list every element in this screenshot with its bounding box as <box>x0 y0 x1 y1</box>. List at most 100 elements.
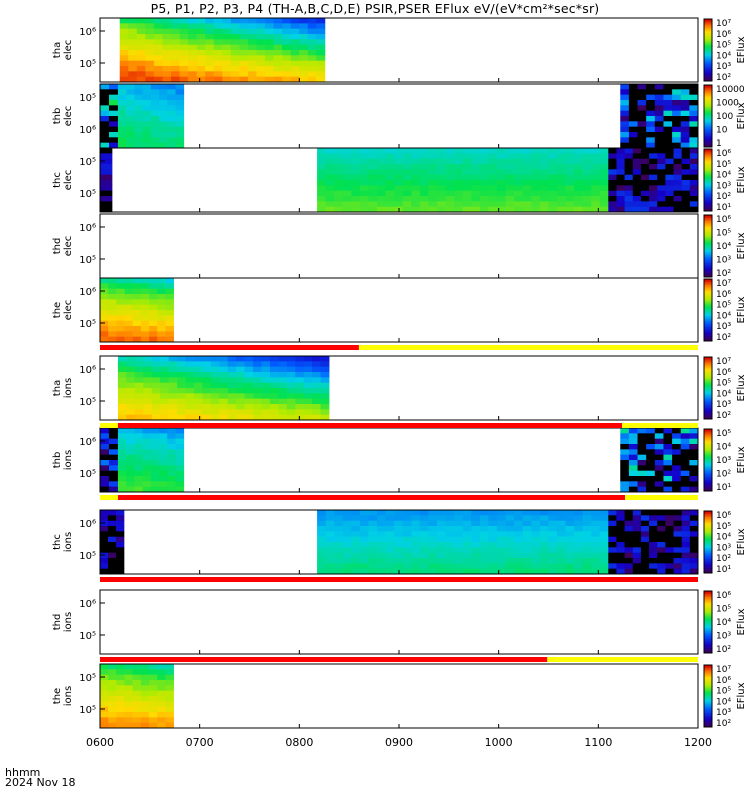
flux-cell <box>325 547 335 554</box>
flux-cell <box>312 404 321 410</box>
flux-cell <box>108 465 119 472</box>
flux-cell <box>531 526 541 532</box>
flux-cell <box>689 465 699 472</box>
flux-cell <box>303 382 313 389</box>
flux-cell <box>505 174 515 181</box>
flux-cell <box>150 142 160 149</box>
colorbar-swatch <box>704 238 712 241</box>
colorbar-tick-label: 10³ <box>716 400 731 410</box>
flux-cell <box>167 89 176 96</box>
flux-cell <box>548 190 558 197</box>
flux-cell <box>673 185 683 192</box>
flux-cell <box>188 66 198 72</box>
flux-cell <box>454 190 464 197</box>
flux-cell <box>278 393 288 400</box>
flux-cell <box>616 196 625 202</box>
flux-cell <box>168 398 178 405</box>
colorbar-swatch <box>704 487 712 490</box>
y-tick-label: 10⁵ <box>79 705 96 716</box>
flux-cell <box>227 393 237 400</box>
flux-cell <box>150 481 160 488</box>
flux-cell <box>334 206 344 213</box>
flux-cell <box>640 515 650 522</box>
flux-cell <box>591 526 601 532</box>
flux-cell <box>616 148 625 154</box>
flux-cell <box>436 563 446 570</box>
flux-cell <box>140 696 150 702</box>
flux-cell <box>286 361 296 368</box>
colorbar-swatch <box>704 634 712 637</box>
flux-cell <box>351 196 361 202</box>
flux-cell <box>496 185 506 192</box>
flux-cell <box>108 428 119 434</box>
flux-cell <box>654 481 664 488</box>
flux-cell <box>419 563 429 570</box>
colorbar-swatch <box>704 557 712 560</box>
colorbar-swatch <box>704 709 712 712</box>
flux-cell <box>616 531 625 538</box>
flux-cell <box>673 515 683 522</box>
flux-cell <box>230 23 240 30</box>
flux-cell <box>649 185 658 192</box>
flux-cell <box>582 515 592 522</box>
flux-cell <box>325 206 335 213</box>
flux-cell <box>230 76 240 83</box>
flux-cell <box>488 164 498 170</box>
flux-cell <box>479 542 489 548</box>
flux-cell <box>342 164 352 170</box>
flux-cell <box>649 164 658 170</box>
flux-cell <box>145 34 155 40</box>
flux-cell <box>165 283 174 290</box>
colorbar-tick-label: 1000 <box>716 99 739 109</box>
flux-cell <box>368 531 378 538</box>
flux-cell <box>342 536 352 543</box>
flux-cell <box>160 366 169 373</box>
flux-cell <box>471 526 481 532</box>
flux-cell <box>342 568 352 575</box>
flux-cell <box>160 409 169 416</box>
flux-cell <box>531 568 541 575</box>
colorbar-swatch <box>704 486 712 489</box>
colorbar-swatch <box>704 183 712 186</box>
flux-cell <box>479 515 489 522</box>
colorbar-swatch <box>704 142 712 145</box>
flux-cell <box>143 382 153 389</box>
colorbar-swatch <box>704 256 712 259</box>
flux-cell <box>100 542 109 548</box>
colorbar-swatch <box>704 703 712 706</box>
flux-cell <box>213 55 223 62</box>
flux-cell <box>616 536 625 543</box>
flux-cell <box>162 34 172 40</box>
flux-cell <box>582 547 592 554</box>
flux-cell <box>608 510 617 516</box>
flux-cell <box>505 153 515 160</box>
flux-cell <box>471 547 481 554</box>
probe-name: the <box>52 302 63 318</box>
flux-cell <box>531 531 541 538</box>
flux-cell <box>637 444 647 450</box>
flux-cell <box>663 137 673 144</box>
flux-cell <box>236 398 245 405</box>
colorbar-swatch <box>704 336 712 339</box>
flux-cell <box>428 563 438 570</box>
flux-cell <box>149 669 158 676</box>
flux-cell <box>620 433 630 440</box>
colorbar-swatch <box>704 42 712 45</box>
flux-cell <box>261 404 271 410</box>
flux-cell <box>359 148 369 154</box>
flux-cell <box>657 526 666 532</box>
colorbar-swatch <box>704 375 712 378</box>
flux-cell <box>556 164 566 170</box>
flux-cell <box>496 552 506 559</box>
flux-cell <box>175 433 185 440</box>
colorbar-swatch <box>704 187 712 190</box>
panel-ylabel: thdions <box>52 612 74 632</box>
flux-cell <box>689 180 699 186</box>
flux-cell <box>680 132 690 138</box>
flux-cell <box>265 71 274 78</box>
flux-cell <box>616 158 625 165</box>
flux-cell <box>665 148 674 154</box>
flux-cell <box>663 433 673 440</box>
flux-cell <box>100 669 109 676</box>
flux-cell <box>188 34 198 40</box>
